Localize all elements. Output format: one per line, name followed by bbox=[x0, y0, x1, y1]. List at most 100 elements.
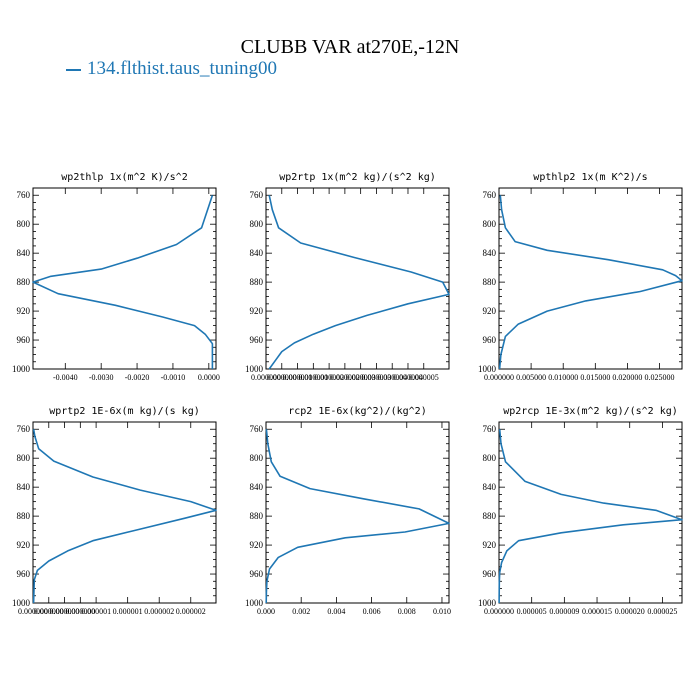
plot-frame bbox=[498, 187, 683, 370]
y-tick-label: 960 bbox=[483, 569, 497, 579]
y-tick-label: 760 bbox=[17, 424, 31, 434]
legend-line-icon bbox=[66, 68, 81, 71]
y-tick-label: 880 bbox=[483, 511, 497, 521]
x-tick-label: 0.000025 bbox=[647, 607, 677, 616]
x-tick-label: 0.000003 bbox=[361, 373, 391, 382]
x-tick-label: 0.000000 bbox=[251, 373, 281, 382]
x-tick-label: 0.010 bbox=[433, 607, 451, 616]
y-tick-label: 920 bbox=[250, 540, 264, 550]
chart-title: rcp2 1E-6x(kg^2)/(kg^2) bbox=[288, 406, 426, 417]
x-tick-label: 0.004 bbox=[327, 607, 345, 616]
y-tick-label: 800 bbox=[250, 219, 264, 229]
series-line bbox=[32, 429, 217, 604]
y-tick-label: 960 bbox=[250, 335, 264, 345]
x-tick-label: 0.0000 bbox=[198, 373, 220, 382]
x-tick-label: 0.000001 bbox=[81, 607, 111, 616]
plot-frame bbox=[498, 421, 683, 604]
x-tick-label: 0.015000 bbox=[580, 373, 610, 382]
x-tick-label: 0.006 bbox=[363, 607, 381, 616]
chart-panel: wp2thlp 1x(m^2 K)/s^2 760 800 840 880 920 960 1… bbox=[12, 172, 220, 382]
series-line bbox=[32, 194, 214, 369]
figure-title: CLUBB VAR at270E,-12N bbox=[240, 36, 460, 58]
y-tick-label: 840 bbox=[483, 482, 497, 492]
legend: 134.flthist.taus_tuning00 bbox=[66, 58, 277, 80]
x-tick-label: -0.0010 bbox=[161, 373, 186, 382]
y-tick-label: 800 bbox=[483, 219, 497, 229]
y-tick-label: 960 bbox=[17, 569, 31, 579]
x-tick-label: 0.000000 bbox=[34, 607, 64, 616]
y-tick-label: 760 bbox=[250, 424, 264, 434]
y-tick-label: 840 bbox=[483, 248, 497, 258]
x-tick-label: 0.000001 bbox=[283, 373, 313, 382]
plot-frame bbox=[32, 187, 217, 370]
y-tick-label: 760 bbox=[17, 190, 31, 200]
x-tick-label: 0.000000 bbox=[50, 607, 80, 616]
x-tick-label: -0.0040 bbox=[53, 373, 78, 382]
chart-title: wp2thlp 1x(m^2 K)/s^2 bbox=[61, 172, 187, 183]
chart-panel: wp2rcp 1E-3x(m^2 kg)/(s^2 kg) 760 800 840 88… bbox=[478, 406, 683, 616]
y-tick-label: 840 bbox=[17, 482, 31, 492]
y-tick-label: 800 bbox=[17, 219, 31, 229]
y-tick-label: 840 bbox=[250, 248, 264, 258]
x-tick-label: 0.000004 bbox=[393, 373, 423, 382]
chart-panel: wprtp2 1E-6x(m kg)/(s kg) 760 800 840 880 920… bbox=[12, 406, 217, 616]
x-tick-label: 0.000003 bbox=[346, 373, 376, 382]
y-tick-label: 1000 bbox=[12, 364, 31, 374]
plot-frame bbox=[265, 421, 450, 604]
chart-title: wprtp2 1E-6x(m kg)/(s kg) bbox=[49, 406, 200, 417]
plot-frame bbox=[32, 421, 217, 604]
y-tick-label: 960 bbox=[483, 335, 497, 345]
x-tick-label: 0.000002 bbox=[330, 373, 360, 382]
x-tick-label: -0.0030 bbox=[89, 373, 114, 382]
y-tick-label: 920 bbox=[483, 540, 497, 550]
x-tick-label: 0.000 bbox=[257, 607, 275, 616]
x-tick-label: 0.008 bbox=[398, 607, 416, 616]
y-tick-label: 1000 bbox=[245, 364, 264, 374]
y-tick-label: 880 bbox=[483, 277, 497, 287]
chart-title: wp2rtp 1x(m^2 kg)/(s^2 kg) bbox=[279, 172, 436, 183]
y-tick-label: 960 bbox=[250, 569, 264, 579]
x-tick-label: 0.010000 bbox=[548, 373, 578, 382]
y-tick-label: 880 bbox=[250, 511, 264, 521]
x-tick-label: 0.000000 bbox=[484, 607, 514, 616]
x-tick-label: 0.000009 bbox=[549, 607, 579, 616]
series-line bbox=[268, 195, 450, 370]
chart-title: wpthlp2 1x(m K^2)/s bbox=[533, 172, 647, 183]
x-tick-label: 0.000020 bbox=[615, 607, 645, 616]
x-tick-label: 0.000002 bbox=[176, 607, 206, 616]
series-line bbox=[265, 429, 450, 604]
x-tick-label: 0.000004 bbox=[377, 373, 407, 382]
y-tick-label: 840 bbox=[17, 248, 31, 258]
y-tick-label: 920 bbox=[250, 306, 264, 316]
x-tick-label: 0.000002 bbox=[144, 607, 174, 616]
x-tick-label: -0.0020 bbox=[125, 373, 150, 382]
y-tick-label: 1000 bbox=[478, 364, 497, 374]
x-tick-label: 0.000000 bbox=[267, 373, 297, 382]
x-tick-label: 0.000002 bbox=[314, 373, 344, 382]
y-tick-label: 800 bbox=[483, 453, 497, 463]
y-tick-label: 760 bbox=[483, 424, 497, 434]
x-tick-label: 0.025000 bbox=[645, 373, 675, 382]
y-tick-label: 760 bbox=[250, 190, 264, 200]
y-tick-label: 880 bbox=[17, 511, 31, 521]
y-tick-label: 800 bbox=[250, 453, 264, 463]
chart-panel: rcp2 1E-6x(kg^2)/(kg^2) 760 800 840 880 920 96… bbox=[245, 406, 451, 616]
series-line bbox=[498, 429, 683, 604]
y-tick-label: 960 bbox=[17, 335, 31, 345]
chart-panel: wp2rtp 1x(m^2 kg)/(s^2 kg) 760 800 840 880 92… bbox=[245, 172, 450, 382]
y-tick-label: 920 bbox=[483, 306, 497, 316]
plot-frame bbox=[265, 187, 450, 370]
y-tick-label: 800 bbox=[17, 453, 31, 463]
y-tick-label: 760 bbox=[483, 190, 497, 200]
x-tick-label: 0.002 bbox=[292, 607, 310, 616]
x-tick-label: 0.000015 bbox=[582, 607, 612, 616]
x-tick-label: 0.000000 bbox=[18, 607, 48, 616]
x-tick-label: 0.000005 bbox=[517, 607, 547, 616]
x-tick-label: 0.000000 bbox=[484, 373, 514, 382]
x-tick-label: 0.000000 bbox=[65, 607, 95, 616]
x-tick-label: 0.005000 bbox=[516, 373, 546, 382]
y-tick-label: 920 bbox=[17, 540, 31, 550]
x-tick-label: 0.000001 bbox=[113, 607, 143, 616]
x-tick-label: 0.020000 bbox=[612, 373, 642, 382]
